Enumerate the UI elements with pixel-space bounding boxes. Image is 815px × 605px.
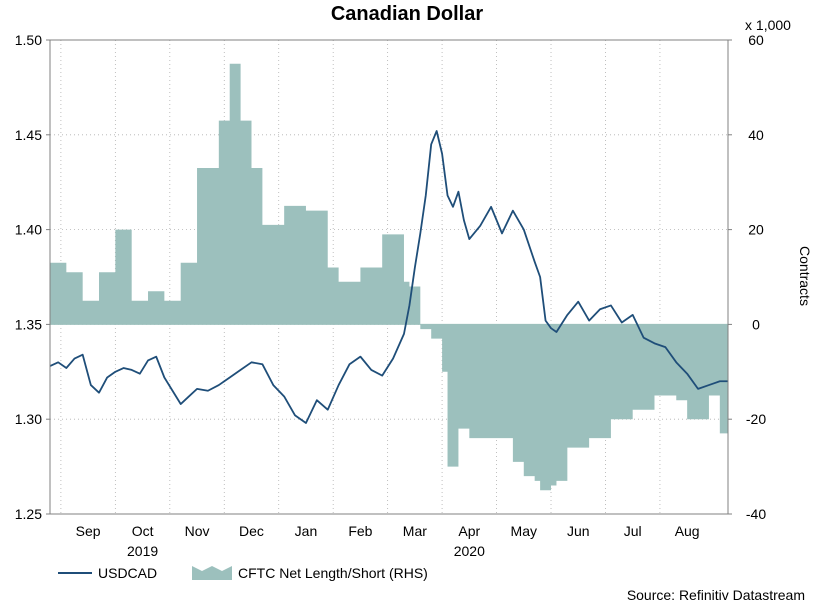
x-tick-label: Oct [132,523,154,539]
right-tick-label: 40 [748,127,764,143]
x-year-label: 2019 [127,543,158,559]
usdcad-line [49,130,728,424]
right-tick-label: -40 [746,506,766,522]
legend-cftc-label: CFTC Net Length/Short (RHS) [238,565,428,581]
plot-border [49,39,729,515]
right-axis-label: Contracts [797,246,813,306]
right-tick-label: 60 [748,32,764,48]
legend-cftc-swatch [192,566,232,580]
x-tick-label: Jul [624,523,642,539]
x-year-label: 2020 [454,543,485,559]
cftc-area [50,63,728,491]
x-tick-label: Jun [567,523,590,539]
axis-ticks: 1.50 1.45 1.40 1.35 1.30 1.25 60 40 20 0 -20 -40 Sep… [15,32,767,559]
left-tick-label: 1.40 [15,222,42,238]
cftc-area-series [50,63,728,491]
right-tick-label: 0 [752,316,760,332]
legend-usdcad-label: USDCAD [98,565,157,581]
x-tick-label: Nov [185,523,210,539]
left-tick-label: 1.45 [15,127,42,143]
legend: USDCAD CFTC Net Length/Short (RHS) [58,565,428,581]
x-tick-label: Dec [239,523,264,539]
left-tick-label: 1.35 [15,316,42,332]
x-tick-label: Aug [675,523,700,539]
x-tick-label: Mar [403,523,427,539]
right-tick-label: 20 [748,222,764,238]
usdcad-line-series [49,130,728,424]
x-tick-label: May [511,523,537,539]
right-tick-label: -20 [746,411,766,427]
x-tick-label: Feb [348,523,372,539]
left-tick-label: 1.30 [15,411,42,427]
chart-title: Canadian Dollar [331,3,483,25]
x-tick-label: Apr [458,523,480,539]
x-tick-label: Sep [76,523,101,539]
left-tick-label: 1.25 [15,506,42,522]
right-axis-multiplier: x 1,000 [745,17,791,33]
x-tick-label: Jan [295,523,318,539]
left-tick-label: 1.50 [15,32,42,48]
plot-frame [49,39,729,515]
source-note: Source: Refinitiv Datastream [627,587,805,603]
